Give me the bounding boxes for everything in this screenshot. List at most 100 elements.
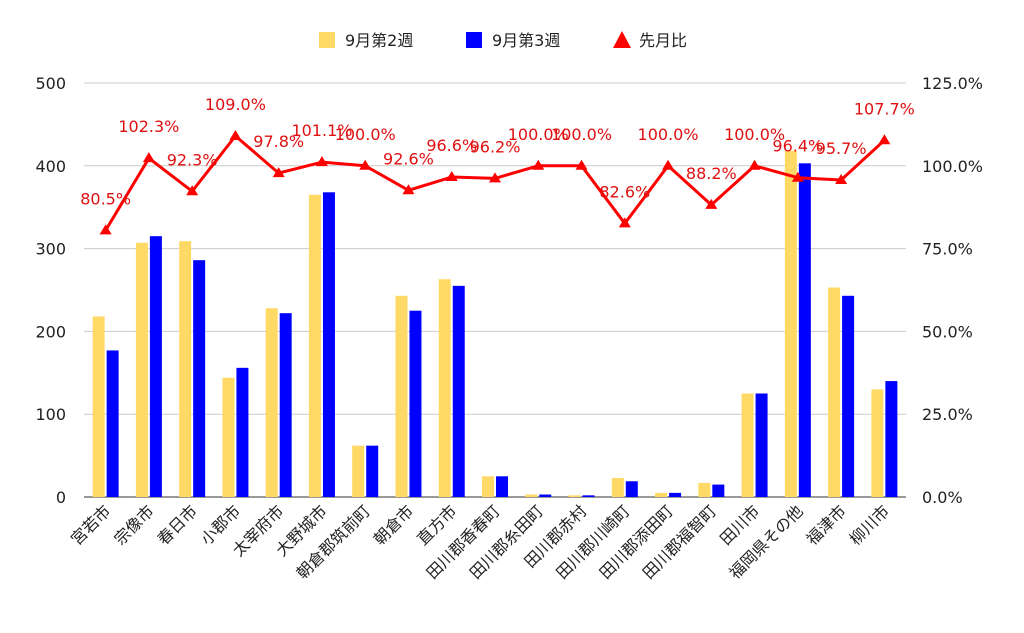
bar: [179, 241, 192, 497]
bar: [135, 242, 148, 497]
bar: [582, 495, 595, 497]
line-point: [359, 159, 372, 170]
bar: [92, 316, 105, 497]
right-axis-ticks: 0.0% 25.0% 50.0% 75.0% 100.0% 125.0%: [922, 74, 983, 507]
line-point: [142, 152, 155, 163]
bar: [106, 350, 119, 497]
bar: [452, 285, 465, 497]
legend-label: 9月第2週: [345, 31, 413, 50]
bar: [496, 476, 508, 497]
line-point: [489, 172, 501, 183]
data-label: 92.3%: [167, 150, 218, 169]
data-label: 107.7%: [854, 99, 915, 118]
bar: [655, 492, 668, 497]
category-label: 春日市: [154, 501, 201, 548]
bar: [366, 445, 379, 497]
bar: [395, 295, 408, 497]
category-label: 朝倉市: [370, 501, 417, 548]
legend-label: 先月比: [639, 31, 687, 50]
legend: 9月第2週 9月第3週 先月比: [319, 31, 687, 50]
bar: [669, 492, 682, 497]
left-tick-label: 300: [35, 240, 66, 259]
bar: [828, 287, 841, 497]
left-tick-label: 100: [35, 405, 66, 424]
bar: [265, 308, 278, 497]
bar: [842, 295, 855, 497]
data-label: 100.0%: [335, 125, 396, 144]
data-label: 96.2%: [470, 137, 521, 156]
data-label: 100.0%: [551, 125, 612, 144]
bar: [236, 367, 249, 497]
line-point: [575, 159, 588, 170]
bar: [885, 381, 898, 497]
legend-label: 9月第3週: [492, 31, 560, 50]
line-point: [532, 159, 545, 170]
bar: [222, 377, 235, 497]
line-point: [618, 217, 631, 228]
series-先月比-line: 80.5%102.3%92.3%109.0%97.8%101.1%100.0%9…: [80, 95, 915, 235]
left-tick-label: 400: [35, 157, 66, 176]
right-tick-label: 100.0%: [922, 157, 983, 176]
bar: [568, 495, 581, 497]
left-tick-label: 0: [56, 488, 66, 507]
data-label: 95.7%: [816, 139, 867, 158]
left-tick-label: 500: [35, 74, 66, 93]
data-label: 96.4%: [772, 137, 823, 156]
data-label: 101.1%: [291, 121, 352, 140]
series-9月第2週-bars: [92, 150, 884, 497]
bar: [755, 393, 768, 497]
bar: [698, 482, 711, 497]
data-label: 102.3%: [118, 117, 179, 136]
category-label: 宮若市: [67, 501, 114, 548]
line-point: [315, 156, 328, 167]
bar: [871, 389, 884, 497]
line-point: [229, 129, 242, 140]
data-label: 80.5%: [80, 189, 131, 208]
line-point: [835, 174, 848, 185]
line-point: [662, 159, 675, 170]
gridlines: [84, 82, 906, 498]
bar: [308, 194, 321, 497]
bar: [482, 476, 494, 497]
right-tick-label: 50.0%: [922, 322, 973, 341]
data-label: 100.0%: [508, 125, 569, 144]
category-label: 柳川市: [846, 501, 893, 548]
data-label: 100.0%: [638, 125, 699, 144]
bar: [798, 163, 811, 498]
line-point: [705, 198, 718, 209]
line-point: [272, 167, 285, 178]
right-tick-label: 0.0%: [922, 488, 963, 507]
bar: [279, 313, 292, 497]
legend-marker: [613, 31, 631, 48]
data-label: 109.0%: [205, 95, 266, 114]
bar: [352, 445, 365, 497]
right-tick-label: 25.0%: [922, 405, 973, 424]
line-point: [99, 224, 112, 235]
legend-swatch: [466, 32, 482, 48]
line-point: [186, 185, 199, 196]
data-label: 82.6%: [599, 182, 650, 201]
bar: [193, 260, 206, 497]
bar: [149, 236, 162, 497]
bar: [625, 481, 638, 497]
bar: [525, 494, 538, 497]
data-label: 96.6%: [426, 136, 477, 155]
right-tick-label: 75.0%: [922, 240, 973, 259]
category-label: 宗像市: [110, 501, 157, 548]
line-point: [402, 184, 415, 195]
bar: [409, 310, 422, 497]
line-point: [445, 171, 458, 182]
left-tick-label: 200: [35, 322, 66, 341]
right-tick-label: 125.0%: [922, 74, 983, 93]
left-axis-ticks: 0 100 200 300 400 500: [35, 74, 66, 507]
category-label: 福津市: [803, 501, 850, 548]
bar: [611, 477, 624, 497]
line-point: [748, 159, 761, 170]
series-9月第3週-bars: [106, 163, 898, 498]
data-label: 97.8%: [253, 132, 304, 151]
data-label: 100.0%: [724, 125, 785, 144]
bar: [438, 279, 451, 497]
bar: [741, 393, 754, 497]
data-label: 88.2%: [686, 164, 737, 183]
